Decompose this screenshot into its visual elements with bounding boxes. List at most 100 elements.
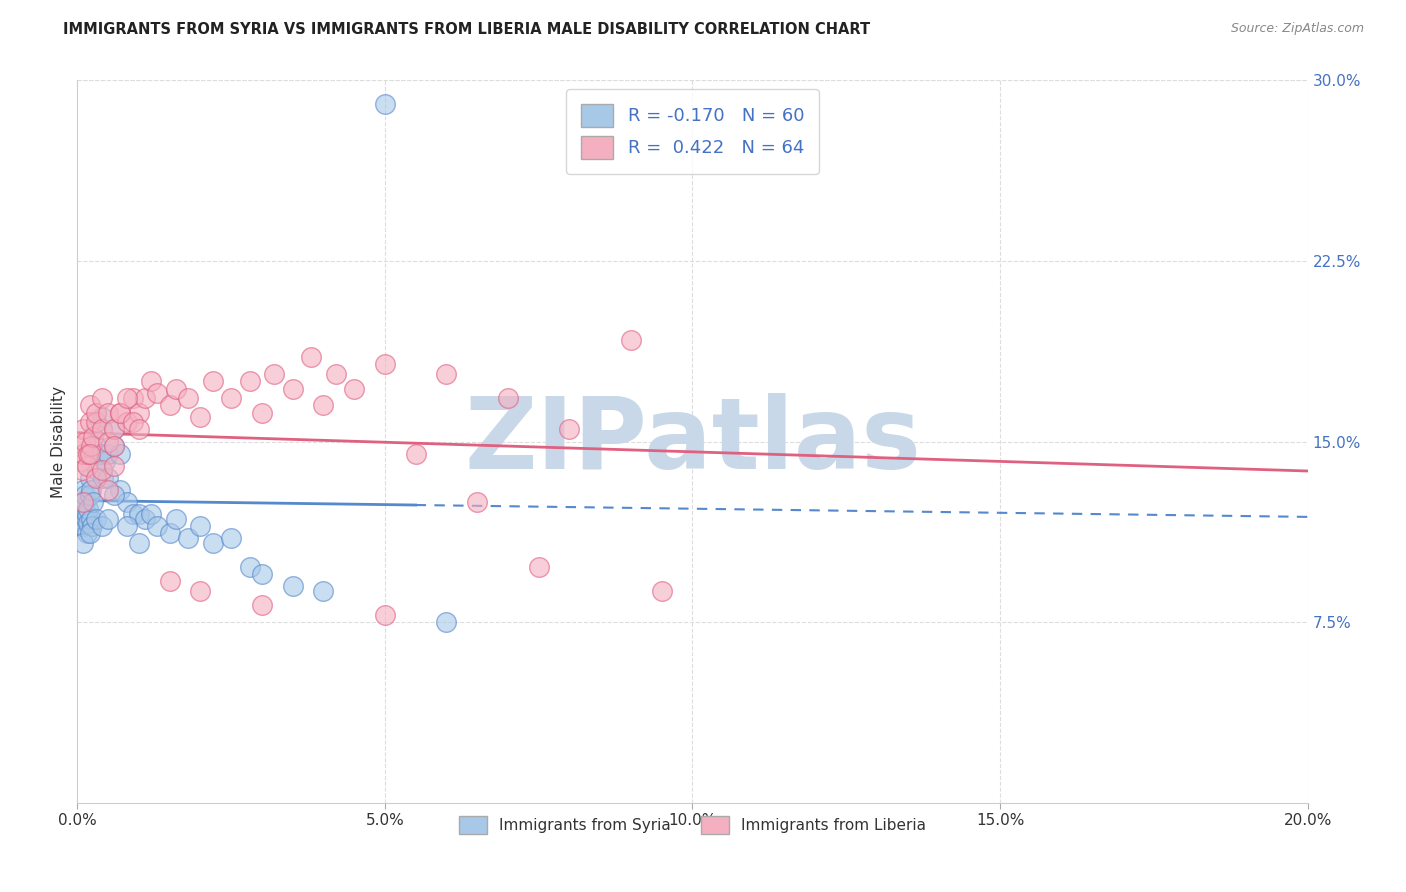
Point: [103, 487, 125, 501]
Text: ZIPatlas: ZIPatlas: [464, 393, 921, 490]
Point: [84, 470, 107, 484]
Point: [110, 406, 132, 420]
Point: [69, 439, 91, 453]
Point: [250, 567, 273, 582]
Point: [527, 559, 550, 574]
Point: [188, 583, 212, 598]
Point: [80, 483, 103, 497]
Point: [141, 507, 163, 521]
Point: [436, 367, 458, 381]
Point: [82, 494, 104, 508]
Point: [90, 410, 114, 425]
Point: [77, 446, 100, 460]
Point: [165, 382, 187, 396]
Point: [82, 430, 104, 444]
Point: [128, 507, 150, 521]
Point: [76, 507, 98, 521]
Point: [121, 507, 143, 521]
Point: [90, 463, 114, 477]
Point: [90, 422, 114, 436]
Point: [80, 439, 103, 453]
Point: [97, 470, 120, 484]
Point: [128, 535, 150, 549]
Point: [79, 487, 101, 501]
Point: [90, 518, 114, 533]
Point: [115, 391, 138, 405]
Point: [103, 422, 125, 436]
Point: [79, 398, 101, 412]
Point: [405, 446, 427, 460]
Point: [73, 434, 96, 449]
Point: [188, 518, 212, 533]
Point: [75, 487, 97, 501]
Point: [97, 511, 120, 525]
Point: [84, 406, 107, 420]
Point: [465, 494, 488, 508]
Point: [110, 446, 132, 460]
Point: [110, 406, 132, 420]
Point: [97, 483, 120, 497]
Point: [146, 518, 169, 533]
Point: [325, 367, 347, 381]
Point: [79, 470, 101, 484]
Point: [201, 535, 224, 549]
Legend: Immigrants from Syria, Immigrants from Liberia: Immigrants from Syria, Immigrants from L…: [447, 804, 938, 846]
Text: IMMIGRANTS FROM SYRIA VS IMMIGRANTS FROM LIBERIA MALE DISABILITY CORRELATION CHA: IMMIGRANTS FROM SYRIA VS IMMIGRANTS FROM…: [63, 22, 870, 37]
Point: [146, 386, 169, 401]
Point: [134, 391, 156, 405]
Point: [103, 439, 125, 453]
Point: [165, 511, 187, 525]
Point: [239, 374, 262, 388]
Point: [620, 334, 643, 348]
Point: [651, 583, 673, 598]
Point: [91, 470, 114, 484]
Point: [84, 511, 107, 525]
Point: [436, 615, 458, 630]
Point: [374, 607, 396, 622]
Point: [72, 422, 94, 436]
Text: Source: ZipAtlas.com: Source: ZipAtlas.com: [1230, 22, 1364, 36]
Point: [73, 494, 96, 508]
Point: [69, 502, 91, 516]
Point: [70, 494, 93, 508]
Point: [121, 391, 143, 405]
Point: [312, 583, 335, 598]
Point: [128, 406, 150, 420]
Point: [90, 391, 114, 405]
Point: [79, 526, 101, 541]
Y-axis label: Male Disability: Male Disability: [51, 385, 66, 498]
Point: [110, 483, 132, 497]
Point: [219, 391, 242, 405]
Point: [177, 531, 200, 545]
Point: [219, 531, 242, 545]
Point: [128, 422, 150, 436]
Point: [79, 415, 101, 429]
Point: [82, 518, 104, 533]
Point: [103, 439, 125, 453]
Point: [263, 367, 285, 381]
Point: [80, 511, 103, 525]
Point: [70, 518, 93, 533]
Point: [75, 511, 97, 525]
Point: [159, 398, 181, 412]
Point: [72, 518, 94, 533]
Point: [72, 494, 94, 508]
Point: [103, 422, 125, 436]
Point: [496, 391, 519, 405]
Point: [115, 518, 138, 533]
Point: [84, 439, 107, 453]
Point: [115, 415, 138, 429]
Point: [72, 446, 94, 460]
Point: [97, 446, 120, 460]
Point: [97, 434, 120, 449]
Point: [374, 97, 396, 112]
Point: [188, 410, 212, 425]
Point: [84, 415, 107, 429]
Point: [343, 382, 366, 396]
Point: [87, 446, 110, 460]
Point: [239, 559, 262, 574]
Point: [94, 454, 117, 468]
Point: [250, 406, 273, 420]
Point: [159, 526, 181, 541]
Point: [76, 516, 98, 531]
